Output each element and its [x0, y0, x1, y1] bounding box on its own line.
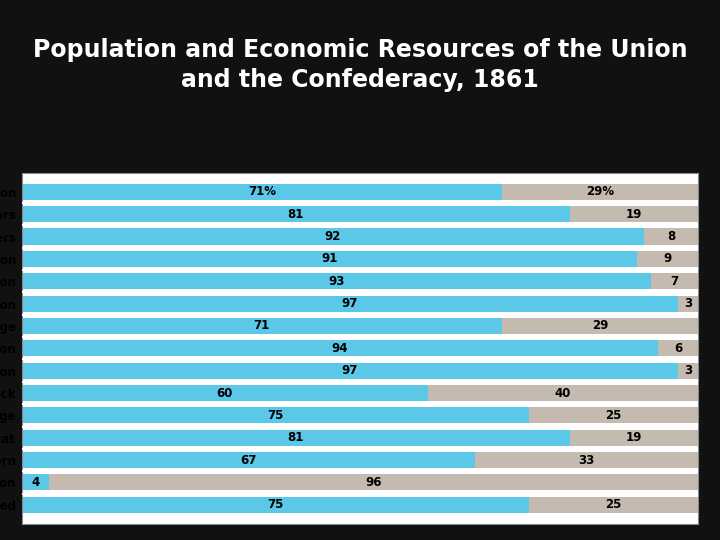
Bar [22, 228, 644, 245]
Text: 3: 3 [684, 364, 693, 377]
Text: 94: 94 [331, 342, 348, 355]
Text: 75: 75 [267, 498, 284, 511]
Text: 96: 96 [365, 476, 382, 489]
Bar [22, 273, 651, 289]
Text: 19: 19 [626, 208, 642, 221]
Text: 29%: 29% [586, 185, 614, 198]
Bar [22, 452, 475, 468]
Bar [529, 407, 698, 423]
Bar [637, 251, 698, 267]
Text: 4: 4 [31, 476, 40, 489]
Bar [22, 430, 570, 446]
Text: 60: 60 [217, 387, 233, 400]
Bar [678, 362, 698, 379]
Bar [570, 206, 698, 222]
Bar [22, 407, 529, 423]
Text: 67: 67 [240, 454, 256, 467]
Text: 25: 25 [606, 409, 622, 422]
Text: 9: 9 [664, 252, 672, 265]
Text: 81: 81 [287, 208, 304, 221]
Bar [22, 340, 658, 356]
Text: 33: 33 [579, 454, 595, 467]
Text: Population and Economic Resources of the Union
and the Confederacy, 1861: Population and Economic Resources of the… [32, 38, 688, 92]
Bar [502, 318, 698, 334]
Text: 93: 93 [328, 275, 344, 288]
Text: 3: 3 [684, 297, 693, 310]
Bar [22, 497, 529, 513]
Bar [22, 318, 502, 334]
Text: 97: 97 [342, 364, 358, 377]
Text: 6: 6 [674, 342, 683, 355]
Bar [502, 184, 698, 200]
Text: 97: 97 [342, 297, 358, 310]
Text: 40: 40 [555, 387, 571, 400]
Text: 75: 75 [267, 409, 284, 422]
Bar [644, 228, 698, 245]
Bar [678, 295, 698, 312]
Bar [475, 452, 698, 468]
Text: 92: 92 [325, 230, 341, 243]
Text: 71: 71 [253, 320, 270, 333]
Text: 19: 19 [626, 431, 642, 444]
Text: 71%: 71% [248, 185, 276, 198]
Bar [651, 273, 698, 289]
Text: 7: 7 [670, 275, 679, 288]
Bar [529, 497, 698, 513]
Bar [428, 385, 698, 401]
Bar [570, 430, 698, 446]
Bar [22, 206, 570, 222]
Bar [22, 362, 678, 379]
Text: 91: 91 [321, 252, 338, 265]
Bar [49, 475, 698, 490]
Bar [658, 340, 698, 356]
Bar [22, 251, 637, 267]
Bar [22, 475, 49, 490]
Text: 81: 81 [287, 431, 304, 444]
Text: 25: 25 [606, 498, 622, 511]
Bar [22, 295, 678, 312]
Bar [22, 385, 428, 401]
Text: 8: 8 [667, 230, 675, 243]
Text: 29: 29 [592, 320, 608, 333]
Bar [22, 184, 502, 200]
